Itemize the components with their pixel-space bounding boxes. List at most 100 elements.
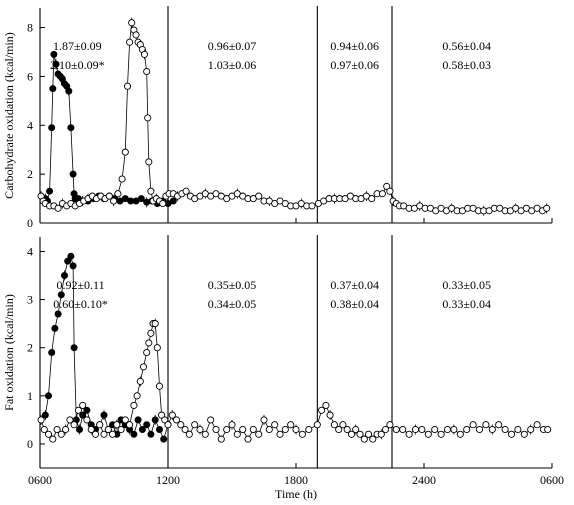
data-point-open <box>96 421 104 429</box>
y-tick-label: 3 <box>27 293 33 307</box>
data-point-open <box>177 421 185 429</box>
data-point-filled <box>100 411 108 419</box>
data-point-open <box>53 425 61 434</box>
data-point-filled <box>169 197 177 205</box>
y-tick-label: 1 <box>27 389 33 403</box>
data-point-open <box>126 38 134 46</box>
data-point-open <box>44 430 53 438</box>
data-point-open <box>343 425 351 434</box>
data-point-open <box>352 425 360 434</box>
y-tick-label: 2 <box>27 341 33 355</box>
data-point-open <box>212 425 220 434</box>
data-point-open <box>368 195 376 203</box>
data-point-filled <box>67 252 75 260</box>
data-point-filled <box>48 348 56 356</box>
data-point-open <box>147 329 155 337</box>
data-point-open <box>217 435 225 443</box>
data-point-open <box>386 421 394 429</box>
data-point-open <box>326 411 334 419</box>
period-mean-label: 0.34±0.05 <box>208 297 257 311</box>
data-point-open <box>143 348 151 357</box>
data-point-filled <box>134 416 142 424</box>
data-point-open <box>196 425 204 434</box>
period-mean-label: 1.03±0.06 <box>208 58 257 72</box>
data-point-open <box>140 50 149 58</box>
period-mean-label: 0.37±0.04 <box>330 278 379 292</box>
data-point-open <box>145 158 153 166</box>
data-point-open <box>469 421 477 429</box>
data-point-open <box>255 192 263 200</box>
data-point-open <box>228 421 236 429</box>
data-point-open <box>313 421 321 429</box>
data-point-open <box>144 114 152 122</box>
data-point-filled <box>45 392 53 400</box>
period-mean-label: 0.96±0.07 <box>208 39 257 53</box>
data-point-open <box>463 425 471 434</box>
data-point-open <box>164 421 172 429</box>
data-point-filled <box>130 430 138 438</box>
data-point-open <box>347 430 356 438</box>
data-point-open <box>405 430 413 438</box>
x-axis-title: Time (h) <box>275 487 317 501</box>
data-point-filled <box>137 195 145 203</box>
data-point-open <box>456 430 464 438</box>
data-point-open <box>182 187 190 195</box>
data-point-open <box>260 416 268 424</box>
data-point-open <box>392 425 400 434</box>
data-point-open <box>54 204 62 212</box>
data-point-open <box>533 421 541 429</box>
x-tick-label: 0600 <box>540 473 564 487</box>
data-point-filled <box>67 124 75 132</box>
data-point-filled <box>52 60 60 68</box>
data-point-open <box>443 425 452 434</box>
data-point-open <box>255 430 263 438</box>
data-point-open <box>322 401 330 409</box>
data-point-open <box>383 182 391 190</box>
data-point-open <box>158 411 166 419</box>
data-point-open <box>281 425 289 434</box>
data-point-open <box>335 425 343 434</box>
data-point-open <box>57 430 65 438</box>
data-point-open <box>113 421 121 429</box>
data-point-open <box>544 425 552 434</box>
data-point-open <box>105 192 113 200</box>
y-tick-label: 2 <box>27 167 33 181</box>
period-mean-label: 0.94±0.06 <box>330 39 379 53</box>
data-point-open <box>74 406 82 414</box>
data-point-filled <box>57 291 65 299</box>
data-point-open <box>108 430 117 438</box>
data-point-open <box>339 421 347 429</box>
data-point-open <box>364 430 373 438</box>
data-point-open <box>181 425 189 434</box>
data-point-open <box>207 416 215 424</box>
period-mean-label: 1.87±0.09 <box>53 39 102 53</box>
data-point-open <box>265 425 273 434</box>
data-point-open <box>155 382 164 390</box>
data-point-open <box>168 411 176 419</box>
data-point-open <box>369 435 377 443</box>
data-point-open <box>382 425 390 434</box>
data-point-open <box>118 175 126 183</box>
data-point-open <box>292 425 300 434</box>
series-open-line <box>40 323 548 440</box>
data-point-open <box>151 320 159 328</box>
data-point-open <box>360 435 368 443</box>
data-point-open <box>475 425 484 434</box>
data-point-open <box>507 430 516 438</box>
data-point-open <box>153 344 161 352</box>
data-point-filled <box>49 85 57 93</box>
data-point-filled <box>41 411 49 419</box>
data-point-open <box>79 401 87 409</box>
data-point-open <box>377 430 385 438</box>
data-point-open <box>287 421 295 429</box>
y-tick-label: 8 <box>27 21 33 35</box>
data-point-open <box>191 421 199 429</box>
data-point-open <box>356 430 364 438</box>
data-point-open <box>185 430 193 438</box>
period-mean-label: 0.35±0.05 <box>208 278 257 292</box>
data-point-open <box>223 425 231 434</box>
data-point-open <box>527 425 535 434</box>
period-mean-label: 0.60±0.10* <box>53 297 108 311</box>
data-point-open <box>543 204 551 212</box>
